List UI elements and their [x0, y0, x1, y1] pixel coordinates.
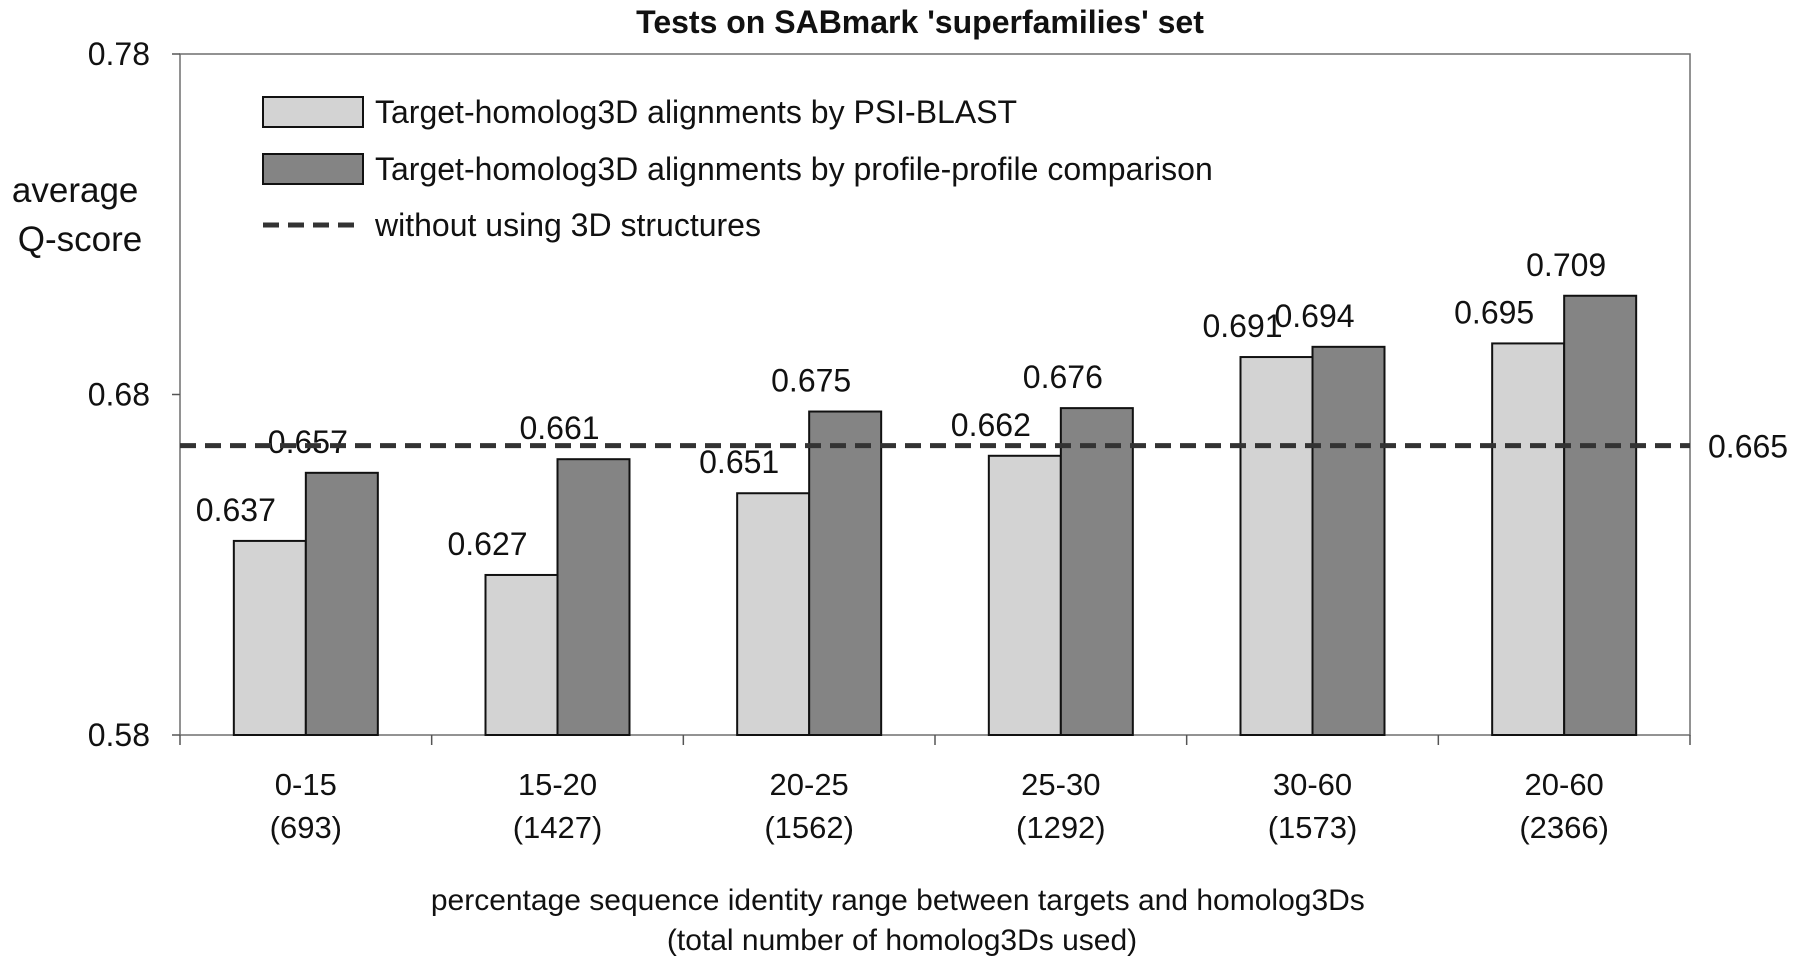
x-axis-label-line-1: percentage sequence identity range betwe… [431, 884, 1365, 917]
bar-profile-profile [556, 458, 631, 736]
legend-label: Target-homolog3D alignments by PSI-BLAST [375, 94, 1017, 130]
data-label: 0.694 [1274, 298, 1354, 334]
reference-line-label: 0.665 [1708, 429, 1788, 465]
x-tick-label: 30-60 [1273, 767, 1352, 802]
x-tick-label: 20-60 [1525, 767, 1604, 802]
bar-profile-profile [1311, 345, 1386, 736]
bar-psi-blast [987, 454, 1062, 736]
data-label: 0.637 [196, 492, 276, 528]
data-label: 0.627 [447, 526, 527, 562]
data-label: 0.657 [268, 424, 348, 460]
x-tick-count-label: (1562) [764, 810, 854, 845]
reference-line-group: 0.665 [180, 429, 1788, 465]
data-label: 0.661 [519, 410, 599, 446]
y-axis-label: average Q-score [12, 171, 148, 259]
x-tick-label: 15-20 [518, 767, 597, 802]
bar-profile-profile [1563, 294, 1638, 736]
bar-psi-blast [232, 539, 307, 736]
x-tick-label: 20-25 [770, 767, 849, 802]
legend-label: without using 3D structures [374, 207, 761, 243]
y-axis-label-line-2: Q-score [18, 220, 142, 259]
y-tick-label: 0.58 [88, 717, 150, 753]
bar-psi-blast [736, 492, 811, 736]
x-axis-label-line-2: (total number of homolog3Ds used) [667, 924, 1137, 957]
legend-swatch [262, 153, 364, 185]
bar-profile-profile [808, 410, 883, 736]
chart-title: Tests on SABmark 'superfamilies' set [636, 4, 1204, 40]
x-tick-count-label: (1427) [513, 810, 603, 845]
bar-profile-profile [304, 471, 379, 736]
data-label: 0.691 [1202, 308, 1282, 344]
bar-psi-blast [1239, 356, 1314, 736]
legend-item-profile-profile: Target-homolog3D alignments by profile-p… [262, 151, 1213, 187]
bar-psi-blast [1491, 342, 1566, 736]
data-label: 0.709 [1526, 247, 1606, 283]
y-tick-label: 0.68 [88, 377, 150, 413]
data-label: 0.662 [951, 407, 1031, 443]
legend-swatch [262, 96, 364, 128]
x-tick-count-label: (2366) [1519, 810, 1609, 845]
bars [232, 294, 1638, 737]
x-tick-count-label: (1573) [1268, 810, 1358, 845]
x-tick-label: 25-30 [1021, 767, 1100, 802]
y-tick-label: 0.78 [88, 36, 150, 72]
x-axis-label: percentage sequence identity range betwe… [431, 884, 1373, 957]
data-label: 0.695 [1454, 294, 1534, 330]
x-tick-count-label: (1292) [1016, 810, 1106, 845]
legend-item-psi-blast: Target-homolog3D alignments by PSI-BLAST [262, 94, 1017, 130]
data-labels: 0.637 0.627 0.651 0.662 0.691 0.695 0.657 0.661… [196, 247, 1606, 562]
x-axis: 0-15 (693) 15-20 (1427) 20-25 (1562) 25-30 (129… [179, 735, 1691, 845]
y-axis-label-line-1: average [12, 171, 138, 210]
bar-profile-profile [1059, 407, 1134, 736]
legend: Target-homolog3D alignments by PSI-BLAST… [262, 94, 1213, 243]
legend-label: Target-homolog3D alignments by profile-p… [375, 151, 1213, 187]
x-tick-label: 0-15 [275, 767, 337, 802]
legend-item-reference: without using 3D structures [263, 207, 761, 243]
x-tick-count-label: (693) [270, 810, 342, 845]
data-label: 0.676 [1023, 359, 1103, 395]
bar-psi-blast [484, 573, 559, 737]
data-label: 0.651 [699, 444, 779, 480]
data-label: 0.675 [771, 363, 851, 399]
y-axis: 0.58 0.68 0.78 [88, 36, 180, 753]
